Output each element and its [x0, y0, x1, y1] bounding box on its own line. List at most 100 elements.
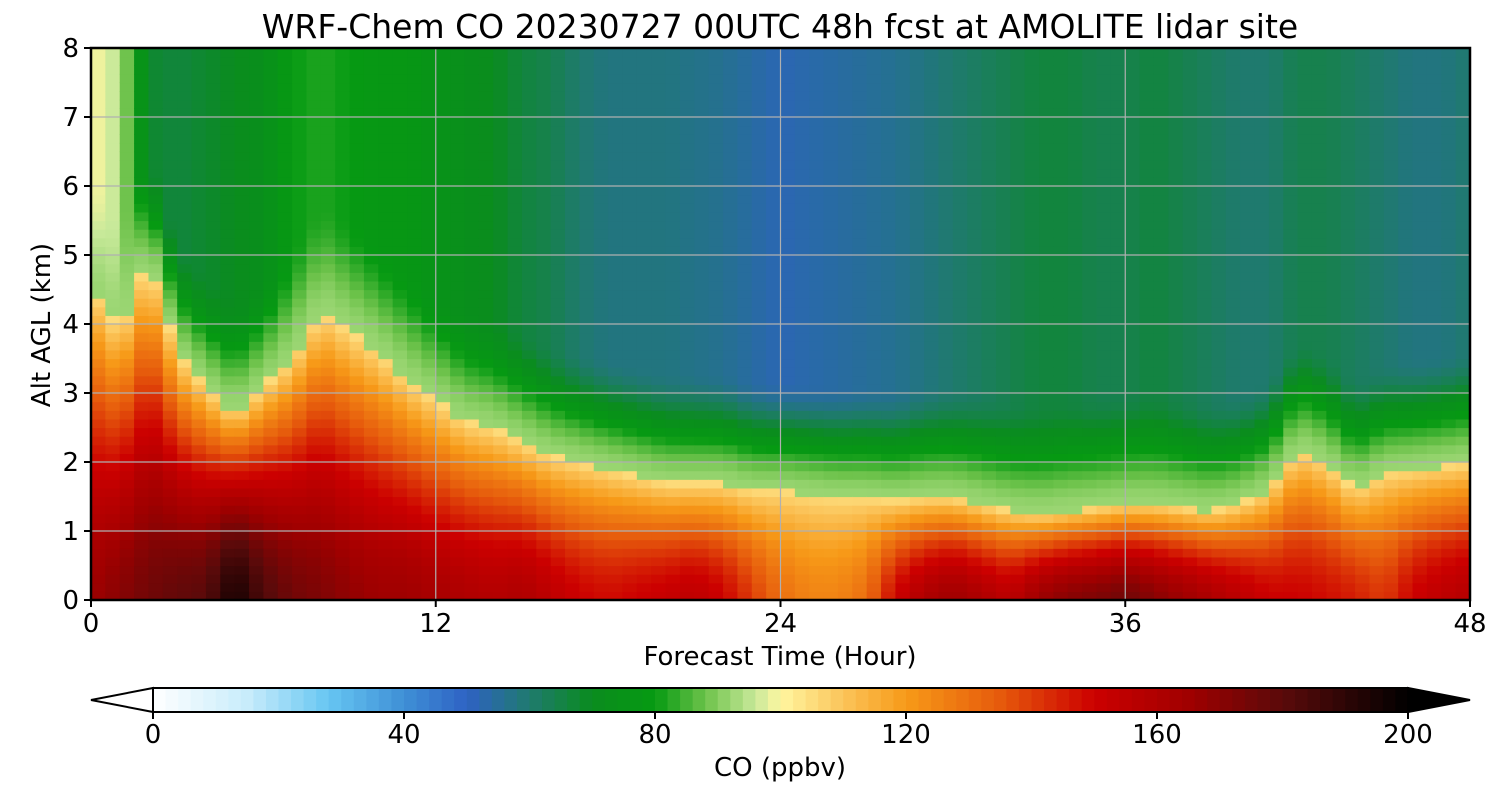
co-cell: [349, 582, 365, 592]
co-cell: [363, 436, 379, 446]
co-cell: [780, 237, 796, 247]
co-cell: [995, 82, 1011, 92]
co-cell: [335, 134, 351, 144]
co-cell: [306, 91, 322, 101]
co-cell: [220, 548, 236, 558]
co-cell: [392, 125, 408, 135]
co-cell: [579, 220, 595, 230]
co-cell: [392, 82, 408, 92]
co-cell: [378, 349, 394, 360]
co-cell: [679, 513, 695, 523]
co-cell: [651, 177, 667, 187]
co-cell: [435, 160, 451, 170]
co-cell: [694, 263, 710, 273]
co-cell: [837, 401, 853, 411]
co-cell: [205, 332, 221, 342]
co-cell: [1053, 496, 1069, 506]
co-cell: [320, 142, 336, 153]
co-cell: [407, 418, 422, 429]
co-cell: [823, 151, 839, 161]
co-cell: [1039, 332, 1055, 342]
co-cell: [837, 73, 853, 84]
co-cell: [679, 522, 695, 532]
co-cell: [536, 82, 552, 92]
co-cell: [636, 220, 652, 230]
co-cell: [478, 142, 494, 153]
co-cell: [1039, 393, 1055, 403]
co-cell: [464, 367, 480, 377]
co-cell: [909, 289, 925, 299]
co-cell: [478, 315, 494, 325]
co-cell: [593, 91, 609, 101]
co-cell: [608, 56, 624, 66]
co-cell: [1153, 384, 1169, 394]
co-cell: [995, 358, 1011, 368]
co-cell: [191, 82, 207, 92]
co-cell: [162, 444, 178, 454]
co-cell: [866, 349, 882, 360]
co-cell: [1082, 582, 1098, 592]
co-cell: [335, 82, 351, 92]
co-cell: [967, 82, 983, 92]
co-cell: [493, 48, 509, 58]
co-cell: [421, 531, 437, 541]
co-cell: [1096, 565, 1112, 575]
co-cell: [1139, 548, 1155, 558]
co-cell: [708, 203, 724, 213]
co-cell: [277, 522, 293, 532]
co-cell: [263, 125, 279, 135]
co-cell: [1153, 453, 1169, 463]
co-cell: [938, 565, 954, 575]
co-cell: [794, 255, 810, 265]
co-cell: [593, 134, 609, 144]
co-cell: [967, 479, 983, 489]
co-cell: [162, 582, 178, 592]
co-cell: [292, 444, 308, 454]
co-cell: [177, 194, 193, 204]
co-cell: [1053, 470, 1069, 480]
co-cell: [995, 246, 1011, 256]
co-cell: [205, 565, 221, 575]
co-cell: [1139, 496, 1155, 506]
co-cell: [205, 73, 221, 84]
co-cell: [708, 82, 724, 92]
co-cell: [794, 142, 810, 153]
co-cell: [1053, 108, 1069, 118]
co-cell: [1024, 453, 1040, 463]
co-cell: [1024, 246, 1040, 256]
co-cell: [1024, 229, 1040, 239]
co-cell: [967, 186, 983, 196]
co-cell: [407, 427, 422, 437]
co-cell: [1067, 565, 1083, 575]
co-cell: [1110, 220, 1126, 230]
co-cell: [550, 324, 566, 334]
co-cell: [866, 237, 882, 247]
co-cell: [924, 565, 940, 575]
co-cell: [694, 229, 710, 239]
co-cell: [493, 237, 509, 247]
co-cell: [493, 513, 509, 523]
co-cell: [1053, 591, 1069, 601]
co-cell: [234, 556, 250, 567]
co-cell: [91, 177, 106, 187]
co-cell: [593, 186, 609, 196]
co-cell: [1110, 367, 1126, 377]
co-cell: [493, 384, 509, 394]
co-cell: [1024, 186, 1040, 196]
co-cell: [694, 99, 710, 109]
co-cell: [1024, 401, 1040, 411]
co-cell: [521, 99, 537, 109]
co-cell: [579, 298, 595, 308]
co-cell: [967, 280, 983, 291]
co-cell: [1139, 349, 1155, 360]
co-cell: [751, 462, 767, 472]
co-cell: [967, 444, 983, 454]
co-cell: [435, 324, 451, 334]
co-cell: [694, 375, 710, 385]
co-cell: [320, 436, 336, 446]
co-cell: [435, 203, 451, 213]
co-cell: [866, 556, 882, 567]
co-cell: [1024, 315, 1040, 325]
co-cell: [493, 427, 509, 437]
co-cell: [1010, 591, 1026, 601]
